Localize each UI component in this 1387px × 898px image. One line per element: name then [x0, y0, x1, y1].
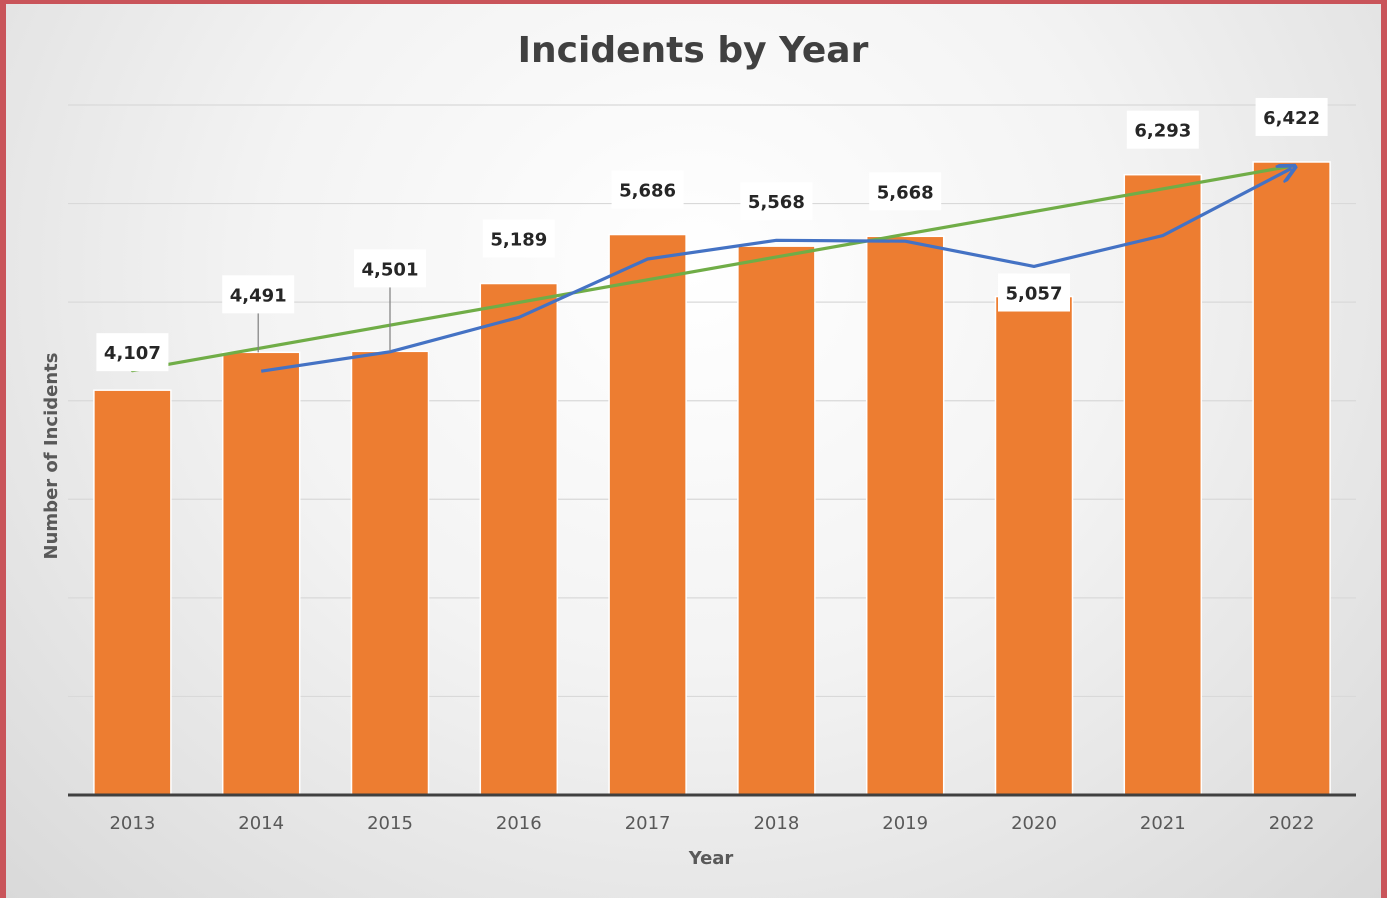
chart-title: Incidents by Year: [518, 30, 869, 71]
data-label-box: [611, 170, 684, 209]
data-label-box: [96, 333, 169, 372]
bar-2021: [1123, 173, 1203, 796]
data-label-box: [354, 249, 426, 288]
x-axis-ticks: 2013 2014 2015 2016 2017 2018 2019 2020 2021 2022: [109, 813, 1314, 834]
data-label-box: [1126, 110, 1199, 149]
bar-2013: [93, 389, 172, 796]
data-label-box: [998, 273, 1070, 312]
data-label-box: [869, 172, 942, 211]
x-tick-label: 2017: [625, 813, 671, 834]
bar-2019: [865, 235, 945, 796]
data-label-text: 5,057: [1006, 284, 1063, 305]
bar-chart: Incidents by Year 4,107 4,491 4,501 5,189 5,…: [41, 30, 1356, 869]
data-label-2018: 5,568: [740, 182, 813, 221]
data-label-box: [1255, 97, 1328, 136]
overlay-lines: [130, 164, 1294, 373]
trendline: [130, 164, 1294, 373]
data-label-box: [740, 182, 813, 221]
bar-2016: [479, 282, 559, 796]
data-label-2014: 4,491: [222, 275, 295, 353]
x-tick-label: 2014: [238, 813, 284, 834]
chart-frame: Incidents by Year 4,107 4,491 4,501 5,189 5,…: [6, 4, 1381, 898]
data-label-2021: 6,293: [1126, 110, 1199, 149]
x-tick-label: 2018: [753, 813, 799, 834]
data-label-text: 6,293: [1134, 121, 1191, 142]
x-tick-label: 2020: [1011, 813, 1057, 834]
bar-2020: [994, 295, 1074, 796]
x-tick-label: 2013: [109, 813, 155, 834]
data-label-text: 5,568: [748, 192, 805, 213]
moving-average-line: [260, 168, 1291, 373]
x-axis-title: Year: [688, 848, 734, 869]
data-label-2013: 4,107: [96, 333, 169, 372]
data-label-text: 6,422: [1263, 108, 1320, 129]
x-tick-label: 2016: [496, 813, 542, 834]
x-tick-label: 2021: [1140, 813, 1186, 834]
bar-2014: [221, 351, 301, 796]
data-label-2019: 5,668: [869, 172, 942, 211]
data-label-box: [482, 219, 555, 258]
data-label-2016: 5,189: [482, 219, 555, 258]
bar-2017: [608, 233, 687, 796]
bar-2022: [1252, 161, 1331, 796]
data-label-text: 4,491: [230, 285, 287, 306]
x-tick-label: 2022: [1269, 813, 1315, 834]
bars: [93, 161, 1331, 796]
x-tick-label: 2015: [367, 813, 413, 834]
data-label-text: 5,189: [490, 230, 547, 251]
data-labels: 4,107 4,491 4,501 5,189 5,686 5,568 5,668 5,057…: [96, 97, 1328, 372]
data-label-2015: 4,501: [354, 249, 426, 352]
data-label-2022: 6,422: [1255, 97, 1328, 136]
y-axis-title: Number of Incidents: [41, 353, 62, 560]
data-label-text: 4,107: [104, 343, 161, 364]
data-label-2020: 5,057: [998, 273, 1070, 312]
bar-2018: [737, 245, 816, 796]
data-label-text: 5,668: [877, 182, 934, 203]
bar-2015: [350, 350, 430, 796]
x-tick-label: 2019: [882, 813, 928, 834]
data-label-box: [222, 275, 295, 314]
data-label-text: 5,686: [619, 181, 676, 202]
data-label-text: 4,501: [362, 259, 419, 280]
data-label-2017: 5,686: [611, 170, 684, 209]
